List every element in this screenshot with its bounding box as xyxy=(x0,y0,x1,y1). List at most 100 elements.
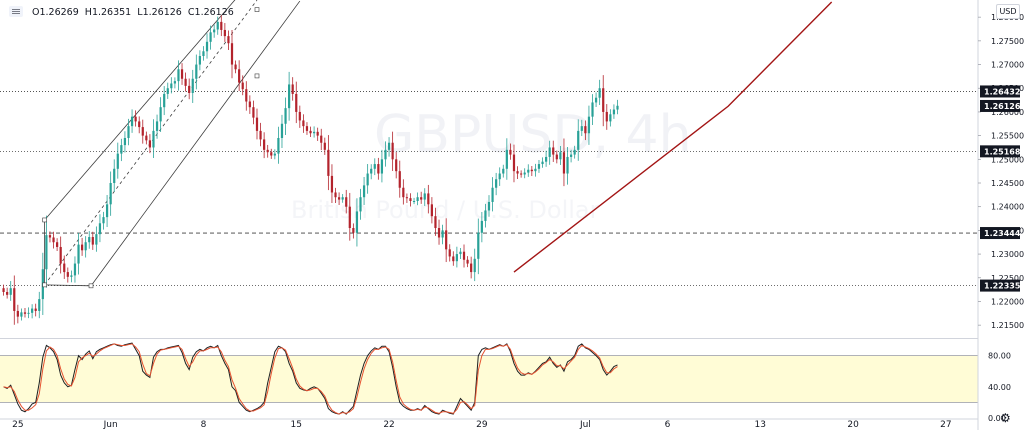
candle-body xyxy=(213,29,216,33)
candle-body xyxy=(295,93,298,112)
stoch-band xyxy=(0,355,978,403)
candle-body xyxy=(555,154,558,160)
candle-body xyxy=(120,145,123,154)
candle-body xyxy=(337,197,341,200)
price-pane[interactable] xyxy=(0,0,978,325)
candle-body xyxy=(105,204,109,218)
channel-lower-line xyxy=(90,0,301,287)
candle-body xyxy=(445,230,448,250)
candle-body xyxy=(509,149,512,155)
stoch-k-line xyxy=(3,342,618,415)
candle-body xyxy=(437,228,441,238)
symbol-watermark: GBPUSD, 4h British Pound / U.S. Dollar xyxy=(291,105,692,224)
candle-body xyxy=(48,235,52,238)
candle-body xyxy=(109,183,112,205)
candle-body xyxy=(520,173,523,175)
candle-body xyxy=(609,114,612,122)
candle-body xyxy=(70,275,73,277)
candle-body xyxy=(266,149,269,153)
candle-body xyxy=(391,142,394,160)
candle-body xyxy=(123,137,127,146)
candle-body xyxy=(455,254,458,262)
candle-body xyxy=(259,130,262,140)
last-price-label: 1.26126 xyxy=(984,102,1021,111)
price-line-label-bg xyxy=(980,145,1020,158)
candle-body xyxy=(359,197,362,212)
y-tick-label: 1.27500 xyxy=(991,37,1024,46)
candle-body xyxy=(263,139,266,150)
candle-body xyxy=(502,168,505,174)
price-line-label: 1.25168 xyxy=(984,147,1021,156)
candle-body xyxy=(505,149,508,169)
candle-body xyxy=(288,84,291,109)
price-line-label-bg xyxy=(980,85,1020,98)
candle-body xyxy=(434,216,437,229)
candle-body xyxy=(223,29,226,37)
candle-body xyxy=(155,121,159,131)
menu-icon[interactable] xyxy=(9,6,23,17)
price-line-label-bg xyxy=(980,279,1020,292)
candle-body xyxy=(177,69,180,82)
candle-body xyxy=(534,168,537,172)
x-tick-label: 22 xyxy=(383,420,394,430)
candle-body xyxy=(202,51,205,57)
y-tick-label: 1.24000 xyxy=(991,203,1024,212)
candle-body xyxy=(6,291,9,295)
candle-body xyxy=(341,197,344,200)
candle-body xyxy=(163,93,166,108)
candle-body xyxy=(113,168,116,184)
y-tick-label: 1.23000 xyxy=(991,250,1024,259)
candle-body xyxy=(362,185,366,198)
candle-body xyxy=(366,173,369,186)
candle-body xyxy=(312,131,316,134)
candle-body xyxy=(423,193,426,200)
candle-body xyxy=(31,308,34,313)
candle-body xyxy=(63,263,66,273)
candle-body xyxy=(73,263,77,276)
candle-body xyxy=(330,175,334,193)
y-tick-label: 1.25500 xyxy=(991,132,1024,141)
candle-body xyxy=(487,201,491,211)
candle-body xyxy=(323,142,326,150)
x-tick-label: Jul xyxy=(579,420,591,430)
candle-body xyxy=(412,201,416,203)
ohlc-legend: O1.26269 H1.26351 L1.26126 C1.26126 xyxy=(32,7,234,18)
candle-body xyxy=(373,164,376,169)
candle-body xyxy=(130,116,134,127)
candle-body xyxy=(594,97,598,103)
candle-body xyxy=(180,69,184,79)
candle-body xyxy=(516,171,519,174)
candle-body xyxy=(148,140,152,148)
x-tick-label: 13 xyxy=(755,420,766,430)
y-tick-label: 1.22500 xyxy=(991,274,1024,283)
candle-body xyxy=(466,259,469,264)
candle-body xyxy=(395,159,398,172)
candle-body xyxy=(195,64,198,79)
candle-body xyxy=(495,179,498,188)
candle-body xyxy=(88,237,91,243)
candle-body xyxy=(409,198,412,202)
candle-body xyxy=(562,152,566,174)
candle-body xyxy=(102,217,105,224)
candle-body xyxy=(91,237,94,245)
candle-body xyxy=(377,164,380,174)
candle-body xyxy=(134,116,137,122)
candle-body xyxy=(316,131,319,136)
candle-body xyxy=(59,246,62,264)
candle-body xyxy=(216,21,219,30)
candle-body xyxy=(284,108,287,124)
candle-body xyxy=(205,41,209,52)
candle-body xyxy=(252,107,255,118)
stochastic-pane[interactable] xyxy=(0,342,978,415)
x-tick-label: 29 xyxy=(476,420,488,430)
candle-body xyxy=(127,126,130,138)
gear-icon[interactable]: ⚙ xyxy=(1000,411,1011,425)
candle-body xyxy=(441,230,444,238)
currency-button[interactable]: USD xyxy=(996,4,1020,19)
candle-body xyxy=(2,288,5,292)
candle-body xyxy=(616,105,619,110)
candle-body xyxy=(548,147,551,157)
candle-body xyxy=(566,156,569,174)
